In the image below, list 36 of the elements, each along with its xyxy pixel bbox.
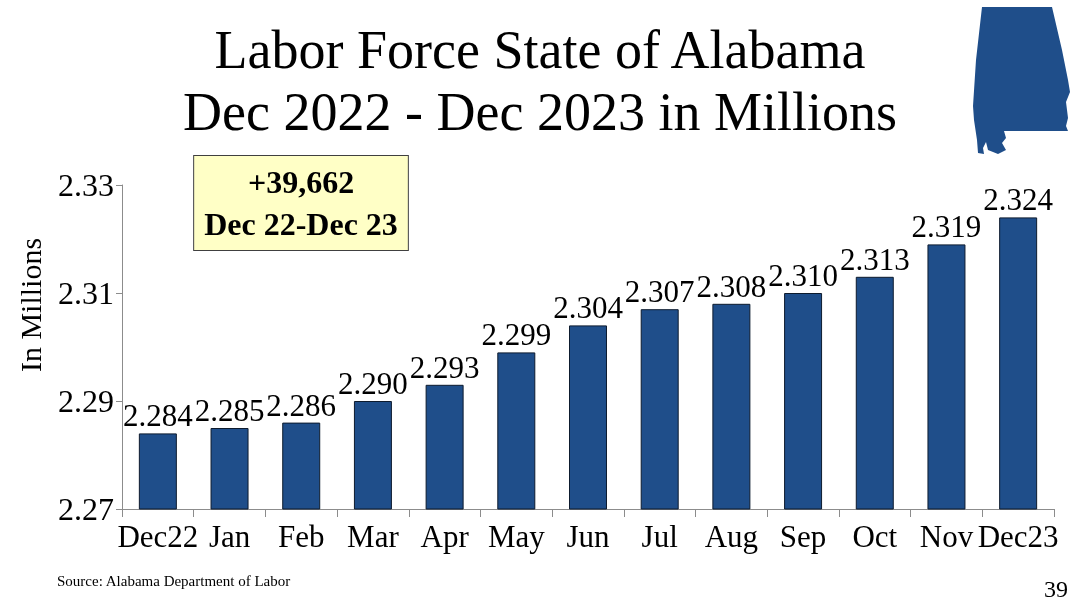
y-tick-label: 2.27 [58, 491, 114, 527]
text: 39 [1044, 576, 1068, 602]
x-tick-label: Dec23 [977, 519, 1059, 554]
x-tick-label: Nov [919, 519, 974, 554]
x-tick-label: Mar [347, 519, 400, 554]
x-tick-label: Sep [779, 519, 827, 554]
data-label: 2.284 [122, 398, 194, 434]
y-axis-title: In Millions [13, 237, 47, 373]
x-tick-label: Jul [641, 519, 678, 554]
data-label: 2.310 [768, 258, 838, 293]
x-tick-label: Oct [852, 519, 898, 554]
y-tick-label: 2.33 [58, 167, 114, 203]
data-label: 2.313 [839, 241, 910, 277]
data-label: 2.324 [983, 182, 1054, 218]
data-label: 2.290 [338, 366, 408, 401]
data-label: 2.286 [266, 387, 337, 423]
x-tick-label: Jun [566, 519, 611, 554]
data-label: 2.308 [696, 268, 767, 304]
x-tick-label: Dec22 [117, 519, 199, 554]
data-label: 2.304 [553, 290, 624, 326]
y-tick-label: 2.29 [58, 383, 114, 419]
x-tick-label: Apr [420, 519, 470, 554]
data-label: 2.285 [194, 393, 265, 428]
annotation: +39,662 Dec 22-Dec 23 [204, 164, 398, 242]
y-tick-label: 2.31 [58, 275, 114, 311]
data-label: 2.319 [911, 209, 982, 245]
x-tick-label: May [487, 519, 546, 554]
data-label: 2.299 [481, 317, 552, 353]
chart-subtitle: Dec 2022 - Dec 2023 in Millions [183, 82, 897, 142]
x-tick-label: Jan [208, 519, 251, 554]
chart-title: Labor Force State of Alabama [214, 20, 866, 80]
x-tick-label: Feb [277, 519, 325, 554]
data-label: 2.307 [624, 274, 695, 310]
source-note: Source: Alabama Department of Labor [57, 573, 291, 589]
x-tick-label: Aug [704, 519, 759, 554]
data-label: 2.293 [409, 349, 480, 385]
